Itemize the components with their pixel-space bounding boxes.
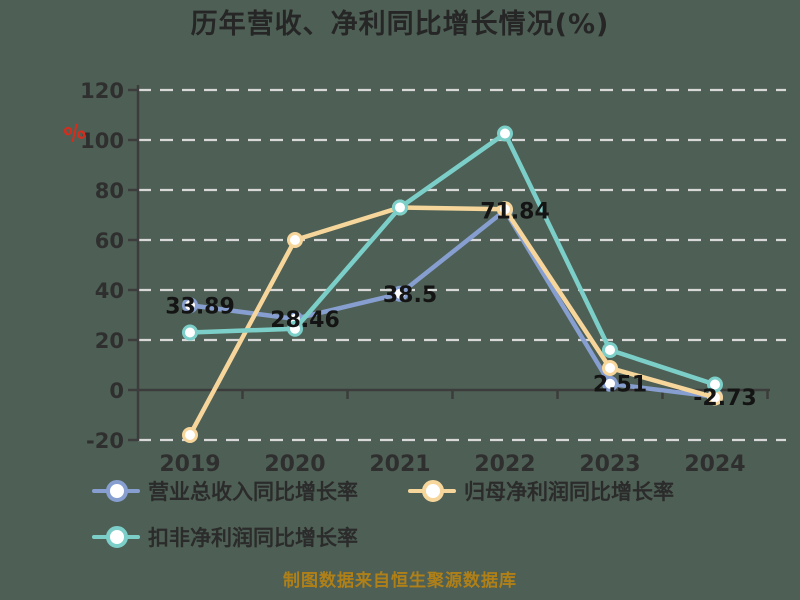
data-point-non-recurring-profit-growth[interactable] (707, 376, 723, 393)
x-axis-label: 2019 (159, 452, 220, 477)
data-source-caption: 制图数据来自恒生聚源数据库 (283, 571, 517, 591)
data-point-label: 28.46 (270, 308, 340, 333)
y-axis-label: -20 (86, 429, 124, 453)
x-axis-label: 2023 (579, 452, 640, 477)
y-axis-label: 120 (80, 79, 124, 103)
chart-legend: 营业总收入同比增长率 归母净利润同比增长率扣非净利润同比增长率 (92, 476, 740, 552)
data-point-label: 38.5 (383, 283, 437, 308)
x-axis-label: 2022 (474, 452, 535, 477)
legend-marker-icon (408, 480, 456, 502)
legend-dot-icon (422, 480, 444, 502)
data-point-label: -2.73 (693, 386, 756, 411)
data-point-net-profit-growth[interactable] (602, 360, 618, 376)
y-axis-label: 80 (95, 179, 124, 203)
legend-item-non-recurring-profit-growth[interactable]: 扣非净利润同比增长率 (92, 522, 374, 552)
data-point-non-recurring-profit-growth[interactable] (392, 199, 408, 216)
series-line-net-profit-growth[interactable] (187, 205, 718, 438)
series-line-revenue-growth[interactable] (187, 208, 718, 400)
data-point-non-recurring-profit-growth[interactable] (182, 324, 198, 341)
y-axis-label: 40 (95, 279, 124, 303)
legend-item-revenue-growth[interactable]: 营业总收入同比增长率 (92, 476, 374, 506)
y-axis-label: 60 (95, 229, 124, 253)
data-point-label: 71.84 (480, 199, 550, 224)
x-axis-label: 2021 (369, 452, 430, 477)
data-point-revenue-growth[interactable] (392, 285, 408, 302)
legend-label: 营业总收入同比增长率 (148, 480, 358, 504)
x-axis-label: 2024 (684, 452, 745, 477)
data-point-non-recurring-profit-growth[interactable] (602, 342, 618, 358)
legend-marker-icon (92, 526, 140, 548)
chart-title: 历年营收、净利同比增长情况(%) (190, 9, 610, 40)
data-point-revenue-growth[interactable] (602, 375, 618, 392)
y-axis-label: 100 (80, 129, 124, 153)
y-axis-label: 20 (95, 329, 124, 353)
legend-dot-icon (106, 526, 128, 548)
data-point-net-profit-growth[interactable] (287, 232, 303, 248)
legend-dot-icon (106, 480, 128, 502)
data-point-non-recurring-profit-growth[interactable] (287, 320, 303, 337)
data-point-net-profit-growth[interactable] (497, 201, 513, 218)
series-line-non-recurring-profit-growth[interactable] (187, 131, 718, 387)
data-point-revenue-growth[interactable] (182, 297, 198, 314)
y-axis-label: 0 (109, 379, 124, 403)
legend-label: 归母净利润同比增长率 (464, 480, 674, 504)
x-axis-label: 2020 (264, 452, 325, 477)
data-point-label: 33.89 (165, 294, 235, 319)
legend-marker-icon (92, 480, 140, 502)
legend-item-net-profit-growth[interactable]: 归母净利润同比增长率 (408, 476, 690, 506)
data-point-net-profit-growth[interactable] (182, 427, 198, 443)
data-point-non-recurring-profit-growth[interactable] (497, 125, 513, 142)
legend-label: 扣非净利润同比增长率 (148, 526, 358, 550)
data-point-label: 2.51 (593, 373, 647, 398)
